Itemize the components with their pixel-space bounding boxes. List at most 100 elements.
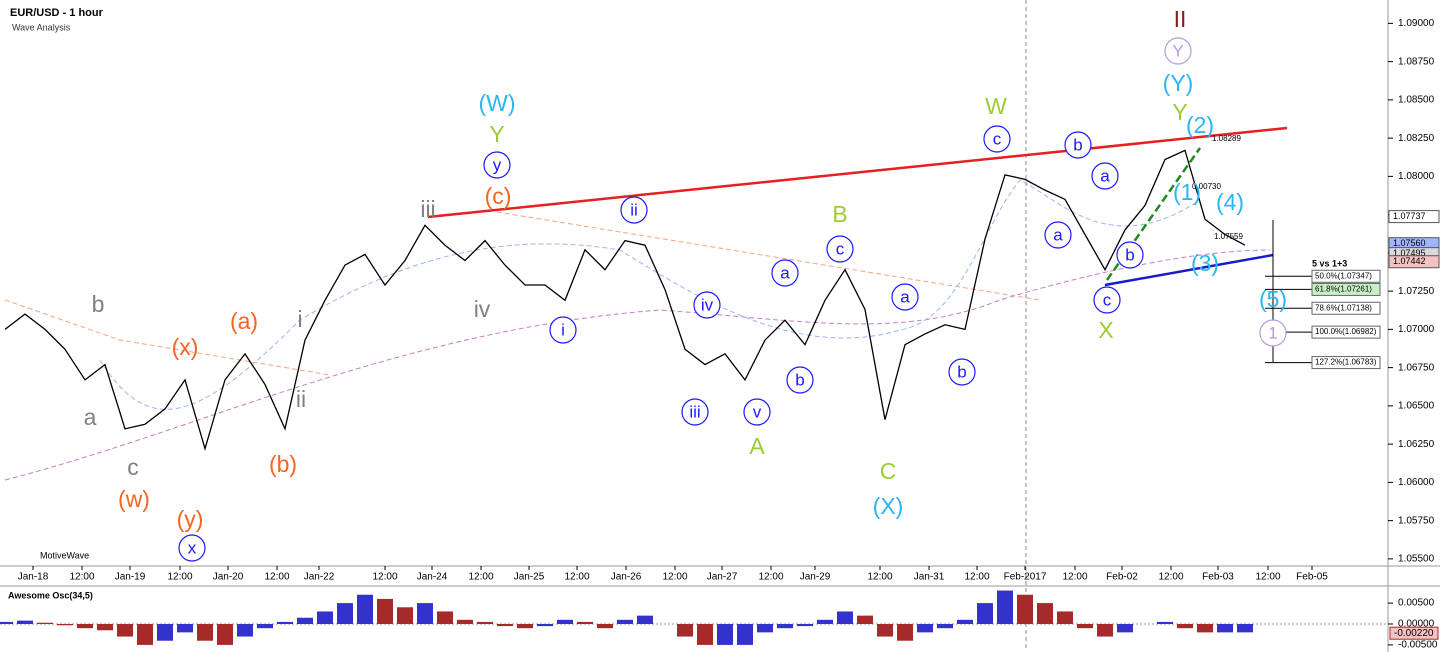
current-value-label: -0.00220 xyxy=(1394,628,1434,639)
wave-label: W xyxy=(985,93,1007,119)
osc-bar xyxy=(797,624,813,627)
x-tick-label: Jan-26 xyxy=(611,572,642,583)
osc-bar xyxy=(497,624,513,627)
osc-bar xyxy=(1017,594,1033,624)
wave-label: X xyxy=(1098,317,1113,343)
osc-bar xyxy=(877,624,893,637)
wave-label: Y xyxy=(489,121,504,147)
price-tag-label: 1.07737 xyxy=(1393,211,1426,221)
osc-bar xyxy=(1177,624,1193,629)
osc-bar xyxy=(1197,624,1213,633)
y-tick-label: 0.00500 xyxy=(1398,598,1435,609)
trend-line xyxy=(4,299,331,376)
price-tag-label: 1.07495 xyxy=(1393,248,1426,258)
wave-label: a xyxy=(780,263,790,282)
wave-label: (2) xyxy=(1186,112,1214,138)
wave-label: b xyxy=(92,291,105,317)
wave-label: b xyxy=(1073,135,1082,154)
wave-label: iii xyxy=(420,196,435,222)
price-tag-label: 1.07442 xyxy=(1393,256,1426,266)
osc-bar xyxy=(1037,603,1053,624)
osc-bar xyxy=(77,624,93,629)
price-tag xyxy=(1388,210,1440,224)
osc-bar xyxy=(117,624,133,637)
osc-bar xyxy=(597,624,613,629)
osc-bar xyxy=(517,624,533,629)
x-tick-label: 12:00 xyxy=(758,572,783,583)
trend-line xyxy=(496,211,1041,301)
osc-bar xyxy=(1157,621,1173,624)
wave-label: Y xyxy=(1172,41,1183,60)
wave-label: y xyxy=(493,155,502,174)
x-tick-label: 12:00 xyxy=(1062,572,1087,583)
osc-bar xyxy=(937,624,953,629)
wave-label: (3) xyxy=(1191,250,1219,276)
fib-label: 61.8%(1.07261) xyxy=(1315,285,1372,294)
osc-bar xyxy=(1237,624,1253,633)
wave-label: i xyxy=(297,306,302,332)
wave-label: b xyxy=(795,370,804,389)
osc-bar xyxy=(577,621,593,624)
y-tick-label: 1.06500 xyxy=(1398,401,1435,412)
osc-bar xyxy=(817,619,833,624)
osc-bar xyxy=(1057,611,1073,624)
fib-box xyxy=(1311,301,1381,315)
x-tick-label: 12:00 xyxy=(167,572,192,583)
x-tick-label: Jan-29 xyxy=(800,572,831,583)
osc-bar xyxy=(997,590,1013,624)
wave-label: (5) xyxy=(1259,286,1287,312)
wave-label: ii xyxy=(296,386,306,412)
osc-bar xyxy=(37,622,53,624)
osc-bar xyxy=(557,619,573,624)
x-tick-label: 12:00 xyxy=(264,572,289,583)
y-tick-label: 1.07250 xyxy=(1398,286,1435,297)
x-tick-label: Jan-31 xyxy=(914,572,945,583)
wave-label: II xyxy=(1174,6,1187,32)
wave-circle xyxy=(549,316,577,344)
x-tick-label: Jan-27 xyxy=(707,572,738,583)
x-tick-label: Feb-05 xyxy=(1296,572,1328,583)
wave-circle xyxy=(891,283,919,311)
osc-bar xyxy=(717,624,733,645)
x-tick-label: 12:00 xyxy=(564,572,589,583)
wave-circle xyxy=(743,398,771,426)
y-tick-label: 1.05750 xyxy=(1398,515,1435,526)
osc-bar xyxy=(837,611,853,624)
price-line xyxy=(4,149,1246,452)
osc-bar xyxy=(677,624,693,637)
x-tick-label: 12:00 xyxy=(372,572,397,583)
osc-bar xyxy=(437,611,453,624)
wave-label: x xyxy=(188,538,197,557)
osc-bar xyxy=(917,624,933,633)
wave-circle xyxy=(1064,131,1092,159)
wave-label: a xyxy=(84,404,97,430)
wave-circle xyxy=(681,398,709,426)
resistance-line xyxy=(427,126,1288,219)
y-tick-label: 1.08000 xyxy=(1398,171,1435,182)
wave-label: a xyxy=(1100,166,1110,185)
y-tick-label: 1.05500 xyxy=(1398,554,1435,565)
x-tick-label: 12:00 xyxy=(1255,572,1280,583)
wave-label: c xyxy=(993,129,1002,148)
y-tick-label: -0.00500 xyxy=(1398,640,1438,651)
wave-label: (x) xyxy=(172,334,199,360)
wave-label: v xyxy=(753,402,762,421)
osc-bar xyxy=(637,615,653,624)
subtitle: Wave Analysis xyxy=(12,22,71,32)
fib-title: 5 vs 1+3 xyxy=(1312,258,1347,268)
price-tag xyxy=(1388,255,1440,269)
osc-bar xyxy=(277,621,293,624)
x-tick-label: Feb-02 xyxy=(1106,572,1138,583)
wave-circle xyxy=(693,291,721,319)
osc-bar xyxy=(897,624,913,641)
wave-circle xyxy=(786,366,814,394)
y-tick-label: 1.09000 xyxy=(1398,18,1435,29)
wave-label: a xyxy=(1053,225,1063,244)
wave-label: (W) xyxy=(478,90,515,116)
wave-circle xyxy=(178,534,206,562)
wave-circle xyxy=(1044,221,1072,249)
osc-bar xyxy=(1217,624,1233,633)
osc-bar xyxy=(1117,624,1133,633)
x-tick-label: Jan-22 xyxy=(304,572,335,583)
